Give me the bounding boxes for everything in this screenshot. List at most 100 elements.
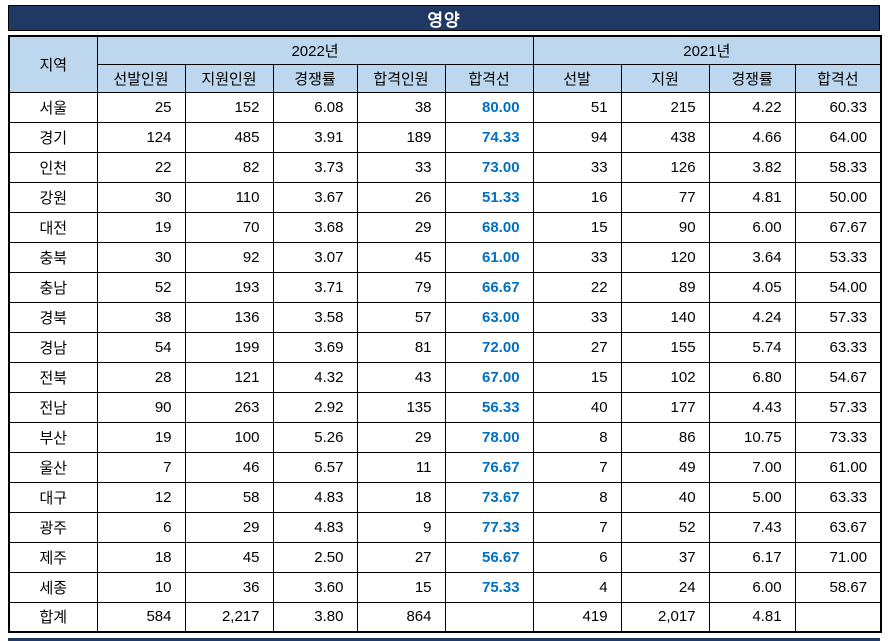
cutoff-2022-cell: 76.67 <box>444 451 534 483</box>
cutoff-2021-cell: 67.67 <box>794 211 882 243</box>
value-2021-cell: 3.82 <box>708 151 796 183</box>
value-2021-cell: 6.17 <box>708 541 796 573</box>
value-2022-cell: 30 <box>96 181 186 213</box>
value-2021-cell: 6.00 <box>708 211 796 243</box>
value-2021-cell: 52 <box>620 511 710 543</box>
value-2021-cell: 5.74 <box>708 331 796 363</box>
value-2022-cell: 6 <box>96 511 186 543</box>
cutoff-2022-cell: 72.00 <box>444 331 534 363</box>
value-2022-cell: 2.92 <box>272 391 358 423</box>
cutoff-2022-cell: 56.67 <box>444 541 534 573</box>
cutoff-2022-cell <box>444 601 534 633</box>
value-2022-cell: 18 <box>356 481 446 513</box>
cutoff-2022-cell: 63.00 <box>444 301 534 333</box>
value-2021-cell: 6 <box>532 541 622 573</box>
region-cell: 제주 <box>8 541 98 573</box>
value-2021-cell: 90 <box>620 211 710 243</box>
value-2022-cell: 36 <box>184 571 274 603</box>
value-2022-cell: 199 <box>184 331 274 363</box>
value-2022-cell: 92 <box>184 241 274 273</box>
value-2022-cell: 100 <box>184 421 274 453</box>
value-2022-cell: 4.83 <box>272 481 358 513</box>
value-2021-cell: 77 <box>620 181 710 213</box>
value-2022-cell: 4.32 <box>272 361 358 393</box>
col-header-region: 지역 <box>8 35 98 93</box>
value-2021-cell: 15 <box>532 211 622 243</box>
region-cell: 충북 <box>8 241 98 273</box>
table-row: 부산 19 100 5.26 29 78.00 8 86 10.75 73.33 <box>8 421 882 453</box>
col-header-2022-1: 지원인원 <box>184 63 274 93</box>
value-2022-cell: 121 <box>184 361 274 393</box>
value-2021-cell: 37 <box>620 541 710 573</box>
cutoff-2021-cell: 64.00 <box>794 121 882 153</box>
table-row: 경남 54 199 3.69 81 72.00 27 155 5.74 63.33 <box>8 331 882 363</box>
region-cell: 대전 <box>8 211 98 243</box>
region-cell: 경북 <box>8 301 98 333</box>
cutoff-2021-cell: 50.00 <box>794 181 882 213</box>
value-2022-cell: 2,217 <box>184 601 274 633</box>
value-2021-cell: 7.00 <box>708 451 796 483</box>
value-2021-cell: 6.80 <box>708 361 796 393</box>
cutoff-2021-cell: 63.67 <box>794 511 882 543</box>
value-2022-cell: 38 <box>356 91 446 123</box>
cutoff-2022-cell: 74.33 <box>444 121 534 153</box>
value-2022-cell: 3.69 <box>272 331 358 363</box>
value-2022-cell: 54 <box>96 331 186 363</box>
cutoff-2021-cell: 61.00 <box>794 451 882 483</box>
value-2022-cell: 3.80 <box>272 601 358 633</box>
value-2022-cell: 26 <box>356 181 446 213</box>
col-header-2021-1: 지원 <box>620 63 710 93</box>
value-2021-cell: 51 <box>532 91 622 123</box>
value-2022-cell: 485 <box>184 121 274 153</box>
region-cell: 전남 <box>8 391 98 423</box>
table-row: 세종 10 36 3.60 15 75.33 4 24 6.00 58.67 <box>8 571 882 603</box>
cutoff-2021-cell: 71.00 <box>794 541 882 573</box>
value-2021-cell: 7.43 <box>708 511 796 543</box>
cutoff-2022-cell: 68.00 <box>444 211 534 243</box>
table-row: 충남 52 193 3.71 79 66.67 22 89 4.05 54.00 <box>8 271 882 303</box>
value-2021-cell: 49 <box>620 451 710 483</box>
value-2021-cell: 177 <box>620 391 710 423</box>
value-2022-cell: 3.67 <box>272 181 358 213</box>
table-header: 지역 2022년 2021년 선발인원 지원인원 경쟁률 합격인원 합격선 선발 지원 경쟁률… <box>8 35 882 93</box>
region-cell: 세종 <box>8 571 98 603</box>
value-2022-cell: 22 <box>96 151 186 183</box>
region-cell: 경남 <box>8 331 98 363</box>
value-2021-cell: 16 <box>532 181 622 213</box>
value-2021-cell: 3.64 <box>708 241 796 273</box>
value-2022-cell: 81 <box>356 331 446 363</box>
value-2021-cell: 89 <box>620 271 710 303</box>
value-2021-cell: 24 <box>620 571 710 603</box>
value-2022-cell: 27 <box>356 541 446 573</box>
value-2022-cell: 7 <box>96 451 186 483</box>
value-2022-cell: 3.73 <box>272 151 358 183</box>
region-cell: 대구 <box>8 481 98 513</box>
table-row: 광주 6 29 4.83 9 77.33 7 52 7.43 63.67 <box>8 511 882 543</box>
value-2022-cell: 3.91 <box>272 121 358 153</box>
value-2022-cell: 3.68 <box>272 211 358 243</box>
table-row: 강원 30 110 3.67 26 51.33 16 77 4.81 50.00 <box>8 181 882 213</box>
value-2022-cell: 19 <box>96 421 186 453</box>
value-2021-cell: 120 <box>620 241 710 273</box>
value-2021-cell: 15 <box>532 361 622 393</box>
value-2022-cell: 79 <box>356 271 446 303</box>
region-cell: 경기 <box>8 121 98 153</box>
col-header-2021-0: 선발 <box>532 63 622 93</box>
value-2021-cell: 438 <box>620 121 710 153</box>
table-row: 충북 30 92 3.07 45 61.00 33 120 3.64 53.33 <box>8 241 882 273</box>
table-row: 인천 22 82 3.73 33 73.00 33 126 3.82 58.33 <box>8 151 882 183</box>
value-2022-cell: 124 <box>96 121 186 153</box>
value-2021-cell: 155 <box>620 331 710 363</box>
value-2022-cell: 11 <box>356 451 446 483</box>
value-2021-cell: 10.75 <box>708 421 796 453</box>
cutoff-2022-cell: 73.00 <box>444 151 534 183</box>
col-group-2022: 2022년 <box>96 35 534 65</box>
region-cell: 서울 <box>8 91 98 123</box>
value-2022-cell: 584 <box>96 601 186 633</box>
value-2022-cell: 29 <box>356 211 446 243</box>
value-2022-cell: 3.60 <box>272 571 358 603</box>
cutoff-2022-cell: 67.00 <box>444 361 534 393</box>
value-2021-cell: 4 <box>532 571 622 603</box>
value-2021-cell: 215 <box>620 91 710 123</box>
